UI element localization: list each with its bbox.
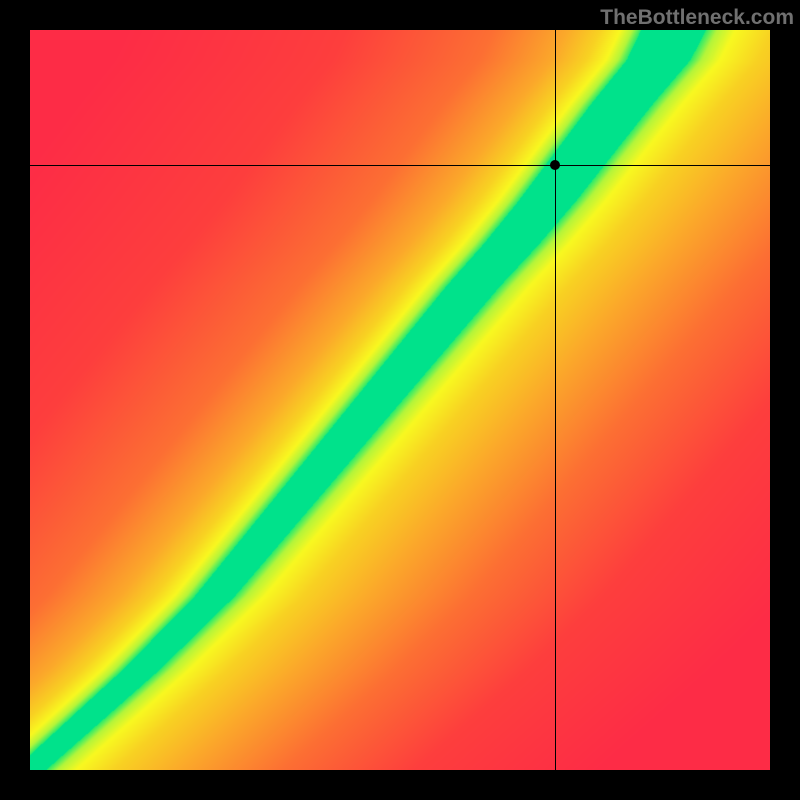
chart-container: TheBottleneck.com — [0, 0, 800, 800]
crosshair-vertical — [555, 30, 556, 770]
watermark-text: TheBottleneck.com — [600, 6, 794, 30]
heatmap-canvas — [30, 30, 770, 770]
marker-dot — [550, 160, 560, 170]
plot-area — [30, 30, 770, 770]
crosshair-horizontal — [30, 165, 770, 166]
